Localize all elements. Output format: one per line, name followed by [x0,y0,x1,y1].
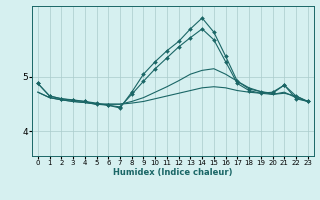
X-axis label: Humidex (Indice chaleur): Humidex (Indice chaleur) [113,168,233,177]
